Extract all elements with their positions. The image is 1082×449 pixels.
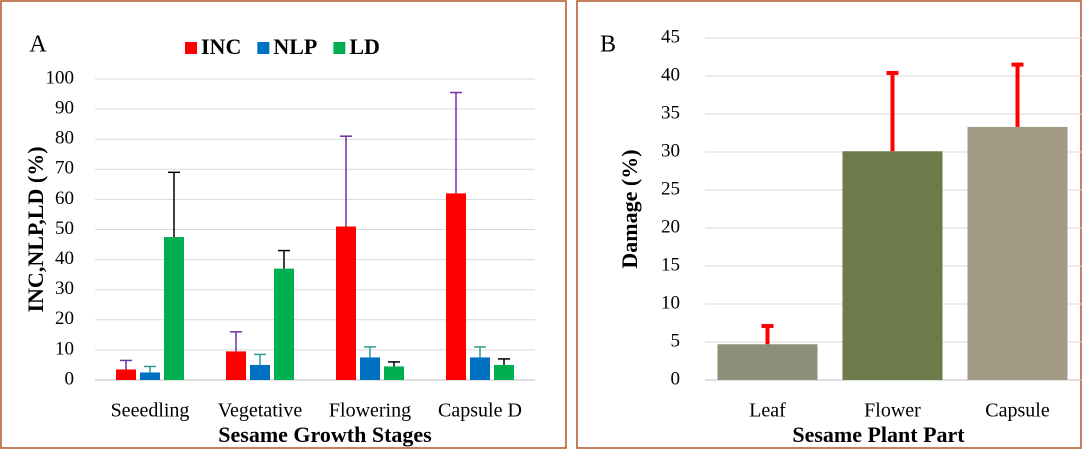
y-tick-label: 20 xyxy=(661,216,680,237)
panel-label: B xyxy=(600,32,616,58)
x-tick-label: Flowering xyxy=(329,400,411,422)
y-tick-label: 0 xyxy=(65,368,75,389)
y-tick-label: 15 xyxy=(661,254,680,275)
y-tick-label: 40 xyxy=(55,248,74,269)
y-tick-label: 80 xyxy=(55,128,74,149)
x-axis-title: Sesame Growth Stages xyxy=(218,422,432,447)
bar xyxy=(274,268,294,380)
legend-swatch xyxy=(257,42,270,54)
x-tick-label: Seeedling xyxy=(111,400,190,422)
y-tick-label: 30 xyxy=(661,140,680,161)
y-tick-label: 90 xyxy=(55,97,74,118)
bar xyxy=(384,366,404,380)
bar xyxy=(967,126,1068,380)
y-tick-label: 10 xyxy=(661,292,680,313)
y-tick-label: 10 xyxy=(55,338,74,359)
y-tick-label: 35 xyxy=(661,102,680,123)
legend-swatch xyxy=(333,42,346,54)
y-tick-label: 60 xyxy=(55,188,74,209)
y-tick-label: 50 xyxy=(55,218,74,239)
y-tick-label: 100 xyxy=(46,67,75,88)
x-tick-label: Vegetative xyxy=(218,400,303,422)
x-axis-title: Sesame Plant Part xyxy=(792,422,965,447)
bar xyxy=(494,364,514,380)
panel-border xyxy=(0,0,567,449)
legend-label: LD xyxy=(349,34,380,59)
bar xyxy=(470,357,490,380)
legend-label: NLP xyxy=(273,34,317,59)
y-tick-label: 70 xyxy=(55,158,74,179)
y-tick-label: 20 xyxy=(55,308,74,329)
bar xyxy=(164,237,184,380)
bar xyxy=(842,151,943,380)
x-tick-label: Flower xyxy=(864,400,921,422)
panel-label: A xyxy=(29,32,47,58)
y-tick-label: 25 xyxy=(661,178,680,199)
y-tick-label: 30 xyxy=(55,278,74,299)
legend-label: INC xyxy=(201,34,241,59)
x-tick-label: Leaf xyxy=(749,400,786,422)
bar xyxy=(140,372,160,380)
bar xyxy=(446,193,466,380)
bar xyxy=(116,369,136,380)
bar xyxy=(360,357,380,380)
y-tick-label: 0 xyxy=(671,368,681,389)
x-tick-label: Capsule xyxy=(985,400,1050,422)
bar xyxy=(717,344,818,380)
y-tick-label: 45 xyxy=(661,26,680,47)
y-tick-label: 5 xyxy=(671,330,681,351)
y-axis-title: INC,NLP,LD (%) xyxy=(23,146,48,312)
y-tick-label: 40 xyxy=(661,64,680,85)
y-axis-title: Damage (%) xyxy=(617,149,642,268)
bar xyxy=(250,364,270,380)
bar xyxy=(226,351,246,380)
bar xyxy=(336,226,356,380)
legend-swatch xyxy=(185,42,197,54)
x-tick-label: Capsule D xyxy=(438,400,522,422)
panel-border xyxy=(576,0,1082,449)
